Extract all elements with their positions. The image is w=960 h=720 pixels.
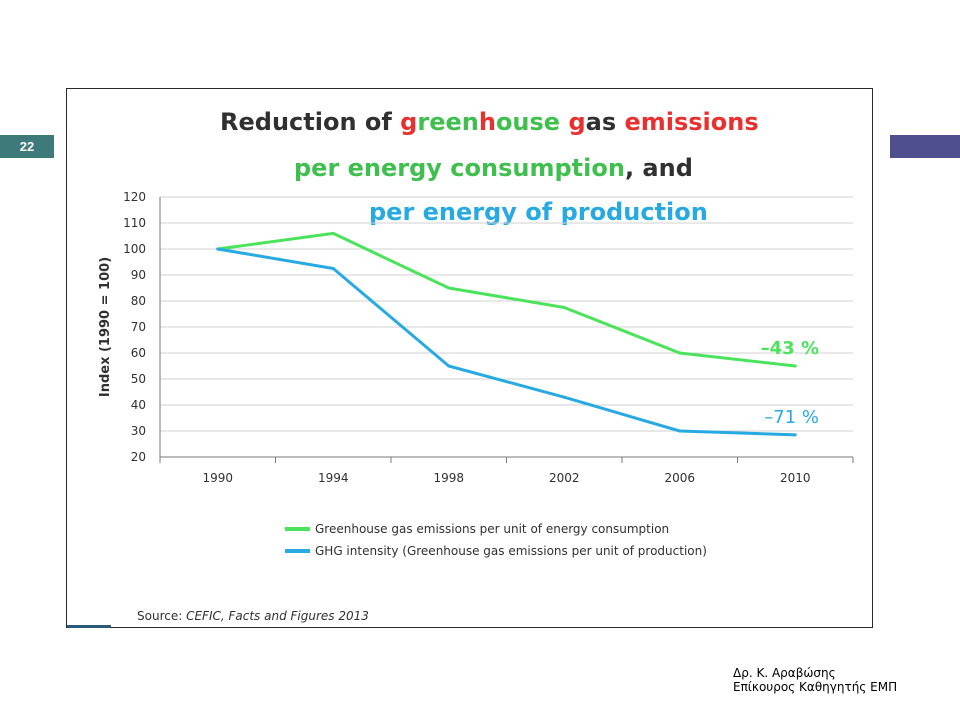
x-tick-label: 2002 <box>549 471 580 485</box>
series-2-point <box>562 395 566 399</box>
series-2-point <box>678 429 682 433</box>
chart-title-line-2-part: , and <box>625 154 693 182</box>
chart-title-line-1-part: emissions <box>624 108 758 136</box>
series-line-1 <box>217 231 796 368</box>
chart-title-line-1-part: Reduction of <box>220 108 400 136</box>
y-tick-label: 50 <box>131 372 146 386</box>
chart-series: –43 % –71 % <box>216 231 819 437</box>
y-tick-label: 80 <box>131 294 146 308</box>
source-label: Source: <box>137 609 186 623</box>
decorative-underline <box>67 625 111 628</box>
series-line-2 <box>217 247 796 437</box>
chart-title-line-1-part: reen <box>417 108 478 136</box>
series-2-point <box>216 247 220 251</box>
chart-grid <box>160 196 853 458</box>
author-name: Δρ. Κ. Αραβώσης <box>733 666 836 680</box>
legend-label: Greenhouse gas emissions per unit of ene… <box>315 522 669 536</box>
line-chart: Reduction of greenhouse gas emissionsper… <box>98 108 854 623</box>
chart-title-line-1-part: h <box>479 108 496 136</box>
series-1-point <box>562 306 566 309</box>
chart-source: Source: CEFIC, Facts and Figures 2013 <box>137 609 369 623</box>
y-tick-label: 20 <box>131 450 146 464</box>
x-tick-label: 1990 <box>202 471 233 485</box>
series-1-point <box>447 286 451 290</box>
y-tick-label: 90 <box>131 268 146 282</box>
y-tick-label: 100 <box>123 242 146 256</box>
decorative-header-bar <box>890 135 960 158</box>
series-2-point <box>331 267 335 270</box>
x-tick-label: 2010 <box>780 471 811 485</box>
x-tick-label: 1998 <box>433 471 464 485</box>
chart-frame: Reduction of greenhouse gas emissions per… <box>66 88 873 628</box>
series-2-point <box>447 364 451 368</box>
series-2-annotation: –71 % <box>764 407 819 428</box>
y-tick-label: 120 <box>123 190 146 204</box>
y-tick-label: 30 <box>131 424 146 438</box>
author-credit: Δρ. Κ. Αραβώσης Επίκουρος Καθηγητής ΕΜΠ <box>733 666 897 694</box>
source-text: CEFIC, Facts and Figures 2013 <box>186 609 369 623</box>
legend-label: GHG intensity (Greenhouse gas emissions … <box>315 544 707 558</box>
x-tick-label: 2006 <box>664 471 695 485</box>
series-1-point <box>331 231 335 235</box>
slide-number-badge: 22 <box>0 135 54 158</box>
chart-title-line-1-part: g <box>568 108 585 136</box>
y-axis-label: Index (1990 = 100) <box>98 257 113 397</box>
x-tick-label: 1994 <box>318 471 349 485</box>
chart-title-line-1-part: as <box>586 108 625 136</box>
y-tick-label: 110 <box>123 216 146 230</box>
series-1-annotation: –43 % <box>761 338 819 359</box>
chart-title: Reduction of greenhouse gas emissionsper… <box>220 108 759 226</box>
y-tick-label: 60 <box>131 346 146 360</box>
chart-legend: Greenhouse gas emissions per unit of ene… <box>285 522 707 558</box>
chart-axes: 20 30 40 50 60 70 80 90 100 110 120 1990 1994 1998 200… <box>98 190 854 485</box>
source-note: Source: CEFIC, Facts and Figures 2013 <box>137 609 369 623</box>
author-title: Επίκουρος Καθηγητής ΕΜΠ <box>733 680 898 694</box>
chart-title-line-2: per energy consumption, and <box>294 154 693 182</box>
chart-title-line-1: Reduction of greenhouse gas emissions <box>220 108 759 136</box>
chart-title-line-3: per energy of production <box>369 198 708 226</box>
chart-title-line-1-part: g <box>400 108 417 136</box>
chart-title-line-3-part: per energy of production <box>369 198 708 226</box>
series-1-point <box>678 351 682 355</box>
y-tick-label: 40 <box>131 398 146 412</box>
y-tick-label: 70 <box>131 320 146 334</box>
series-2-point <box>793 433 797 437</box>
series-1-point <box>793 364 797 368</box>
chart-title-line-1-part: ouse <box>496 108 569 136</box>
chart-title-line-2-part: per energy consumption <box>294 154 625 182</box>
